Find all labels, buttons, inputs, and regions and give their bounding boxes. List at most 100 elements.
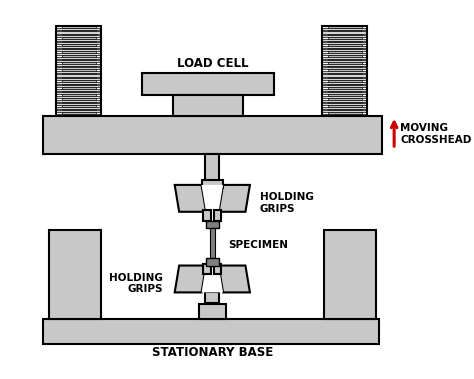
Polygon shape xyxy=(175,266,206,293)
Text: HOLDING
GRIPS: HOLDING GRIPS xyxy=(260,192,314,214)
Bar xyxy=(56,78,101,80)
Bar xyxy=(322,35,367,37)
Polygon shape xyxy=(175,185,206,212)
Bar xyxy=(62,73,96,74)
Bar xyxy=(56,49,101,52)
Bar xyxy=(322,42,367,44)
Bar xyxy=(56,39,101,41)
Bar xyxy=(328,98,362,100)
Text: LOAD CELL: LOAD CELL xyxy=(176,58,248,70)
Bar xyxy=(199,304,226,319)
Bar xyxy=(62,62,96,64)
Bar xyxy=(56,96,101,98)
Bar xyxy=(328,30,362,31)
Bar xyxy=(322,85,367,87)
Bar xyxy=(322,67,367,69)
Bar xyxy=(322,117,367,119)
Bar xyxy=(62,77,96,78)
Bar xyxy=(49,230,101,319)
Bar xyxy=(56,53,101,55)
Bar xyxy=(322,39,367,41)
Bar xyxy=(328,69,362,71)
Bar xyxy=(43,319,379,345)
Bar xyxy=(328,48,362,49)
Bar xyxy=(56,28,101,30)
Bar xyxy=(43,116,382,153)
Bar xyxy=(203,210,210,221)
Bar xyxy=(214,210,221,221)
Bar xyxy=(322,96,367,98)
Bar xyxy=(56,107,101,109)
Bar xyxy=(201,180,223,188)
Bar xyxy=(328,62,362,64)
Bar xyxy=(56,60,101,62)
Text: SPECIMEN: SPECIMEN xyxy=(228,240,288,250)
Bar xyxy=(62,48,96,49)
Bar xyxy=(328,33,362,35)
Bar xyxy=(205,293,219,303)
Bar xyxy=(56,92,101,94)
Bar xyxy=(62,105,96,107)
Bar xyxy=(62,59,96,60)
Bar xyxy=(56,117,101,119)
Polygon shape xyxy=(219,266,250,293)
Bar xyxy=(62,112,96,114)
Bar xyxy=(56,35,101,37)
Bar xyxy=(322,103,367,105)
Text: HOLDING
GRIPS: HOLDING GRIPS xyxy=(109,273,163,294)
Bar xyxy=(62,116,96,117)
Bar xyxy=(322,114,367,116)
Bar xyxy=(322,46,367,48)
Bar xyxy=(322,64,367,66)
Bar xyxy=(328,37,362,39)
Bar xyxy=(206,221,219,228)
Polygon shape xyxy=(219,185,250,212)
Bar xyxy=(62,87,96,89)
Bar xyxy=(328,55,362,56)
Bar xyxy=(56,100,101,102)
Bar xyxy=(328,44,362,46)
Bar xyxy=(56,103,101,105)
Bar xyxy=(62,84,96,85)
Bar xyxy=(322,53,367,55)
Bar xyxy=(322,27,367,119)
Bar xyxy=(56,31,101,33)
Bar xyxy=(56,74,101,77)
Bar xyxy=(62,80,96,81)
Bar xyxy=(142,73,274,96)
Bar xyxy=(206,258,219,266)
Bar xyxy=(56,56,101,59)
Bar xyxy=(62,37,96,39)
Bar xyxy=(322,74,367,77)
Bar xyxy=(56,64,101,66)
Bar xyxy=(322,28,367,30)
Bar xyxy=(62,44,96,46)
Bar xyxy=(328,73,362,74)
Bar xyxy=(328,116,362,117)
Bar xyxy=(322,100,367,102)
Bar xyxy=(324,230,376,319)
Bar xyxy=(62,41,96,42)
Bar xyxy=(322,71,367,73)
Bar xyxy=(62,66,96,67)
Bar xyxy=(322,78,367,80)
Bar xyxy=(328,80,362,81)
Bar xyxy=(328,59,362,60)
Bar xyxy=(322,92,367,94)
Bar xyxy=(322,56,367,59)
Bar xyxy=(328,41,362,42)
Bar xyxy=(62,27,96,28)
Bar xyxy=(56,42,101,44)
Bar xyxy=(62,30,96,31)
Bar xyxy=(56,110,101,112)
Bar xyxy=(328,112,362,114)
Bar xyxy=(328,109,362,110)
Bar xyxy=(56,114,101,116)
Bar xyxy=(328,91,362,92)
Bar xyxy=(322,60,367,62)
Bar xyxy=(328,66,362,67)
Bar xyxy=(328,102,362,103)
Bar xyxy=(62,69,96,71)
Text: MOVING
CROSSHEAD: MOVING CROSSHEAD xyxy=(401,123,472,145)
Bar xyxy=(62,55,96,56)
